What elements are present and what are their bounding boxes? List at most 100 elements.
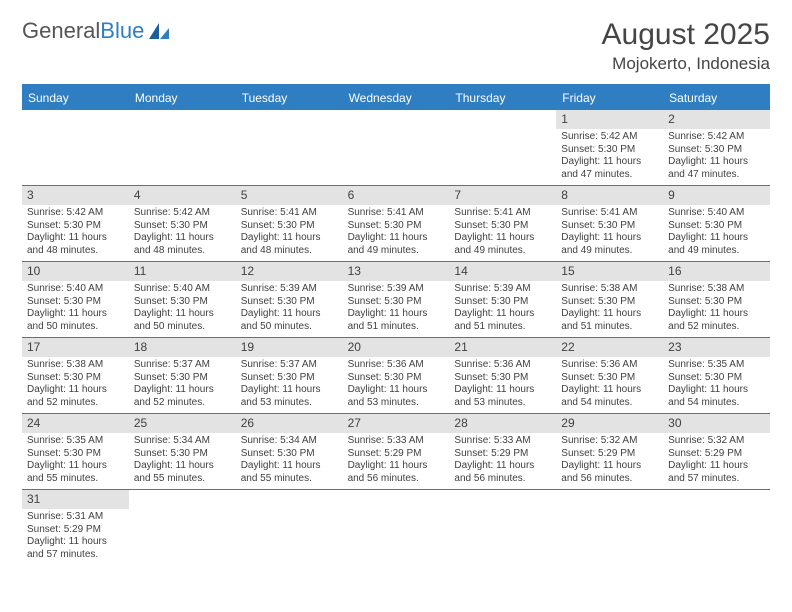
sunset-text: Sunset: 5:29 PM xyxy=(561,448,658,461)
day-number: 10 xyxy=(22,262,129,281)
day-cell: 29Sunrise: 5:32 AMSunset: 5:29 PMDayligh… xyxy=(556,414,663,489)
logo-text-1: General xyxy=(22,18,100,44)
day-body: Sunrise: 5:41 AMSunset: 5:30 PMDaylight:… xyxy=(236,205,343,261)
daylight-text: Daylight: 11 hours and 52 minutes. xyxy=(27,384,124,409)
day-number: 13 xyxy=(343,262,450,281)
day-body: Sunrise: 5:41 AMSunset: 5:30 PMDaylight:… xyxy=(343,205,450,261)
sunrise-text: Sunrise: 5:39 AM xyxy=(348,283,445,296)
weekday-wed: Wednesday xyxy=(343,86,450,110)
weekday-header: Sunday Monday Tuesday Wednesday Thursday… xyxy=(22,86,770,110)
daylight-text: Daylight: 11 hours and 51 minutes. xyxy=(348,308,445,333)
sunrise-text: Sunrise: 5:40 AM xyxy=(27,283,124,296)
day-cell: 8Sunrise: 5:41 AMSunset: 5:30 PMDaylight… xyxy=(556,186,663,261)
sunrise-text: Sunrise: 5:41 AM xyxy=(241,207,338,220)
sunset-text: Sunset: 5:30 PM xyxy=(134,372,231,385)
day-cell: 1Sunrise: 5:42 AMSunset: 5:30 PMDaylight… xyxy=(556,110,663,185)
day-number: 20 xyxy=(343,338,450,357)
day-cell xyxy=(556,490,663,565)
sunrise-text: Sunrise: 5:40 AM xyxy=(134,283,231,296)
day-body: Sunrise: 5:32 AMSunset: 5:29 PMDaylight:… xyxy=(556,433,663,489)
day-number: 31 xyxy=(22,490,129,509)
day-cell: 10Sunrise: 5:40 AMSunset: 5:30 PMDayligh… xyxy=(22,262,129,337)
day-number: 27 xyxy=(343,414,450,433)
day-number: 9 xyxy=(663,186,770,205)
daylight-text: Daylight: 11 hours and 55 minutes. xyxy=(241,460,338,485)
daylight-text: Daylight: 11 hours and 55 minutes. xyxy=(134,460,231,485)
sunrise-text: Sunrise: 5:42 AM xyxy=(561,131,658,144)
day-number: 22 xyxy=(556,338,663,357)
sunrise-text: Sunrise: 5:35 AM xyxy=(668,359,765,372)
day-body: Sunrise: 5:39 AMSunset: 5:30 PMDaylight:… xyxy=(343,281,450,337)
header: GeneralBlue August 2025 Mojokerto, Indon… xyxy=(22,18,770,74)
day-body: Sunrise: 5:38 AMSunset: 5:30 PMDaylight:… xyxy=(22,357,129,413)
day-body: Sunrise: 5:31 AMSunset: 5:29 PMDaylight:… xyxy=(22,509,129,565)
daylight-text: Daylight: 11 hours and 47 minutes. xyxy=(668,156,765,181)
day-body: Sunrise: 5:33 AMSunset: 5:29 PMDaylight:… xyxy=(449,433,556,489)
daylight-text: Daylight: 11 hours and 52 minutes. xyxy=(668,308,765,333)
sunset-text: Sunset: 5:30 PM xyxy=(348,296,445,309)
weekday-sat: Saturday xyxy=(663,86,770,110)
sunrise-text: Sunrise: 5:42 AM xyxy=(27,207,124,220)
sunset-text: Sunset: 5:30 PM xyxy=(241,372,338,385)
sunrise-text: Sunrise: 5:34 AM xyxy=(241,435,338,448)
day-cell: 3Sunrise: 5:42 AMSunset: 5:30 PMDaylight… xyxy=(22,186,129,261)
day-cell: 30Sunrise: 5:32 AMSunset: 5:29 PMDayligh… xyxy=(663,414,770,489)
day-body: Sunrise: 5:40 AMSunset: 5:30 PMDaylight:… xyxy=(663,205,770,261)
sunset-text: Sunset: 5:30 PM xyxy=(561,296,658,309)
sunset-text: Sunset: 5:30 PM xyxy=(668,296,765,309)
daylight-text: Daylight: 11 hours and 57 minutes. xyxy=(668,460,765,485)
day-body: Sunrise: 5:39 AMSunset: 5:30 PMDaylight:… xyxy=(236,281,343,337)
day-number: 5 xyxy=(236,186,343,205)
location-label: Mojokerto, Indonesia xyxy=(602,54,770,74)
title-block: August 2025 Mojokerto, Indonesia xyxy=(602,18,770,74)
sunrise-text: Sunrise: 5:39 AM xyxy=(241,283,338,296)
day-number: 17 xyxy=(22,338,129,357)
sunrise-text: Sunrise: 5:35 AM xyxy=(27,435,124,448)
logo: GeneralBlue xyxy=(22,18,170,44)
daylight-text: Daylight: 11 hours and 54 minutes. xyxy=(561,384,658,409)
daylight-text: Daylight: 11 hours and 47 minutes. xyxy=(561,156,658,181)
sunrise-text: Sunrise: 5:38 AM xyxy=(668,283,765,296)
sunrise-text: Sunrise: 5:38 AM xyxy=(27,359,124,372)
day-number: 23 xyxy=(663,338,770,357)
sunset-text: Sunset: 5:30 PM xyxy=(27,220,124,233)
day-cell: 4Sunrise: 5:42 AMSunset: 5:30 PMDaylight… xyxy=(129,186,236,261)
day-body: Sunrise: 5:42 AMSunset: 5:30 PMDaylight:… xyxy=(663,129,770,185)
daylight-text: Daylight: 11 hours and 51 minutes. xyxy=(454,308,551,333)
sunset-text: Sunset: 5:30 PM xyxy=(561,372,658,385)
day-cell xyxy=(236,490,343,565)
day-body: Sunrise: 5:41 AMSunset: 5:30 PMDaylight:… xyxy=(449,205,556,261)
day-cell: 24Sunrise: 5:35 AMSunset: 5:30 PMDayligh… xyxy=(22,414,129,489)
day-body: Sunrise: 5:32 AMSunset: 5:29 PMDaylight:… xyxy=(663,433,770,489)
weekday-tue: Tuesday xyxy=(236,86,343,110)
sunset-text: Sunset: 5:30 PM xyxy=(134,296,231,309)
day-number: 28 xyxy=(449,414,556,433)
day-body: Sunrise: 5:37 AMSunset: 5:30 PMDaylight:… xyxy=(129,357,236,413)
sunset-text: Sunset: 5:29 PM xyxy=(454,448,551,461)
sunrise-text: Sunrise: 5:32 AM xyxy=(561,435,658,448)
sunrise-text: Sunrise: 5:39 AM xyxy=(454,283,551,296)
day-cell xyxy=(22,110,129,185)
day-number: 15 xyxy=(556,262,663,281)
day-cell: 19Sunrise: 5:37 AMSunset: 5:30 PMDayligh… xyxy=(236,338,343,413)
day-cell: 13Sunrise: 5:39 AMSunset: 5:30 PMDayligh… xyxy=(343,262,450,337)
sunset-text: Sunset: 5:30 PM xyxy=(454,296,551,309)
day-body: Sunrise: 5:38 AMSunset: 5:30 PMDaylight:… xyxy=(556,281,663,337)
sunrise-text: Sunrise: 5:32 AM xyxy=(668,435,765,448)
page-title: August 2025 xyxy=(602,18,770,52)
week-row: 3Sunrise: 5:42 AMSunset: 5:30 PMDaylight… xyxy=(22,186,770,262)
day-cell xyxy=(663,490,770,565)
daylight-text: Daylight: 11 hours and 51 minutes. xyxy=(561,308,658,333)
sunset-text: Sunset: 5:30 PM xyxy=(241,296,338,309)
day-number: 4 xyxy=(129,186,236,205)
day-body: Sunrise: 5:42 AMSunset: 5:30 PMDaylight:… xyxy=(22,205,129,261)
calendar: Sunday Monday Tuesday Wednesday Thursday… xyxy=(22,84,770,565)
sunset-text: Sunset: 5:30 PM xyxy=(348,220,445,233)
sunrise-text: Sunrise: 5:38 AM xyxy=(561,283,658,296)
week-row: 17Sunrise: 5:38 AMSunset: 5:30 PMDayligh… xyxy=(22,338,770,414)
sunrise-text: Sunrise: 5:36 AM xyxy=(454,359,551,372)
daylight-text: Daylight: 11 hours and 49 minutes. xyxy=(561,232,658,257)
day-cell: 26Sunrise: 5:34 AMSunset: 5:30 PMDayligh… xyxy=(236,414,343,489)
day-cell: 16Sunrise: 5:38 AMSunset: 5:30 PMDayligh… xyxy=(663,262,770,337)
weekday-mon: Monday xyxy=(129,86,236,110)
